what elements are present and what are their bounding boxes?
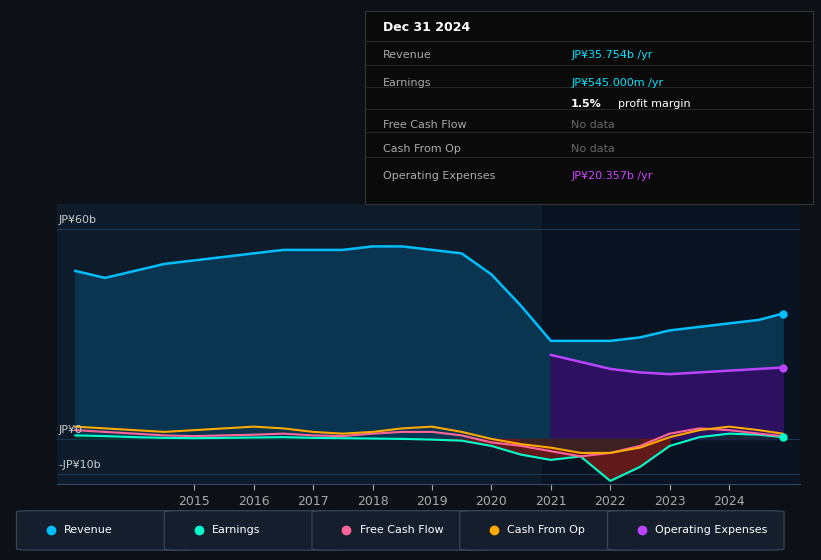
Text: Cash From Op: Cash From Op xyxy=(383,143,461,153)
FancyBboxPatch shape xyxy=(608,511,784,550)
Text: No data: No data xyxy=(571,143,615,153)
Text: -JP¥10b: -JP¥10b xyxy=(58,460,101,470)
Text: profit margin: profit margin xyxy=(618,99,690,109)
Text: Operating Expenses: Operating Expenses xyxy=(383,171,496,180)
FancyBboxPatch shape xyxy=(164,511,341,550)
Bar xyxy=(542,204,800,484)
Text: 1.5%: 1.5% xyxy=(571,99,602,109)
Text: Free Cash Flow: Free Cash Flow xyxy=(360,525,443,535)
Text: Free Cash Flow: Free Cash Flow xyxy=(383,120,467,130)
Text: JP¥545.000m /yr: JP¥545.000m /yr xyxy=(571,78,663,88)
FancyBboxPatch shape xyxy=(16,511,193,550)
Text: Revenue: Revenue xyxy=(383,50,432,60)
Text: JP¥35.754b /yr: JP¥35.754b /yr xyxy=(571,50,653,60)
FancyBboxPatch shape xyxy=(460,511,636,550)
Text: JP¥0: JP¥0 xyxy=(58,424,83,435)
Text: Earnings: Earnings xyxy=(212,525,260,535)
Text: Operating Expenses: Operating Expenses xyxy=(655,525,768,535)
Text: Cash From Op: Cash From Op xyxy=(507,525,585,535)
Text: Earnings: Earnings xyxy=(383,78,432,88)
FancyBboxPatch shape xyxy=(312,511,488,550)
Text: No data: No data xyxy=(571,120,615,130)
Text: Revenue: Revenue xyxy=(64,525,112,535)
Text: JP¥20.357b /yr: JP¥20.357b /yr xyxy=(571,171,653,180)
Text: JP¥60b: JP¥60b xyxy=(58,214,97,225)
Text: Dec 31 2024: Dec 31 2024 xyxy=(383,21,470,34)
